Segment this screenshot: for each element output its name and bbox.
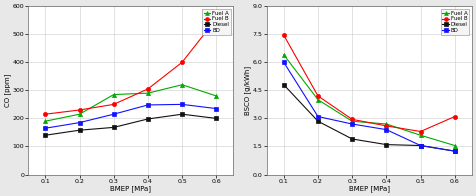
BD bbox=[384, 128, 389, 131]
Fuel A bbox=[179, 83, 185, 86]
Fuel A bbox=[42, 120, 48, 122]
Fuel A bbox=[452, 144, 457, 147]
Fuel B bbox=[179, 61, 185, 64]
BD bbox=[42, 127, 48, 129]
Fuel B bbox=[145, 88, 151, 90]
Fuel A bbox=[77, 113, 82, 115]
Line: Fuel A: Fuel A bbox=[43, 83, 218, 123]
Diesel bbox=[111, 126, 117, 129]
Fuel B bbox=[315, 95, 321, 97]
Fuel B bbox=[77, 109, 82, 111]
BD bbox=[281, 61, 287, 64]
BD bbox=[213, 107, 219, 110]
Fuel A bbox=[315, 99, 321, 101]
Diesel bbox=[452, 150, 457, 152]
Y-axis label: BSCO [g/kWh]: BSCO [g/kWh] bbox=[245, 66, 251, 115]
Line: Diesel: Diesel bbox=[43, 112, 218, 137]
Line: Fuel B: Fuel B bbox=[282, 33, 457, 134]
Fuel B bbox=[42, 113, 48, 115]
Fuel A bbox=[349, 120, 355, 122]
BD bbox=[179, 103, 185, 106]
BD bbox=[417, 144, 423, 147]
Fuel A bbox=[384, 123, 389, 125]
Fuel B bbox=[111, 103, 117, 106]
BD bbox=[452, 150, 457, 152]
Diesel bbox=[349, 138, 355, 140]
X-axis label: BMEP [MPa]: BMEP [MPa] bbox=[110, 185, 151, 192]
Fuel B bbox=[384, 125, 389, 127]
Fuel A bbox=[145, 92, 151, 94]
Legend: Fuel A, Fuel B, Diesel, BD: Fuel A, Fuel B, Diesel, BD bbox=[440, 9, 469, 35]
Fuel A bbox=[281, 54, 287, 56]
Fuel A bbox=[111, 93, 117, 96]
Diesel bbox=[42, 134, 48, 136]
Diesel bbox=[384, 143, 389, 146]
BD bbox=[77, 122, 82, 124]
Diesel bbox=[281, 83, 287, 86]
Fuel A bbox=[417, 134, 423, 136]
Fuel B bbox=[213, 18, 219, 20]
Line: BD: BD bbox=[282, 60, 457, 153]
Fuel B bbox=[417, 130, 423, 133]
BD bbox=[349, 123, 355, 125]
Fuel A bbox=[213, 95, 219, 97]
Legend: Fuel A, Fuel B, Diesel, BD: Fuel A, Fuel B, Diesel, BD bbox=[202, 9, 230, 35]
Diesel bbox=[315, 120, 321, 122]
Diesel bbox=[179, 113, 185, 115]
Y-axis label: CO [ppm]: CO [ppm] bbox=[4, 74, 11, 107]
Diesel bbox=[213, 117, 219, 120]
BD bbox=[315, 115, 321, 118]
Line: Diesel: Diesel bbox=[282, 83, 457, 153]
X-axis label: BMEP [MPa]: BMEP [MPa] bbox=[349, 185, 390, 192]
Line: Fuel A: Fuel A bbox=[282, 53, 457, 148]
Line: BD: BD bbox=[43, 102, 218, 130]
Fuel B bbox=[281, 34, 287, 36]
BD bbox=[145, 104, 151, 106]
Line: Fuel B: Fuel B bbox=[43, 17, 218, 116]
BD bbox=[111, 113, 117, 115]
Diesel bbox=[145, 118, 151, 120]
Fuel B bbox=[349, 118, 355, 121]
Fuel B bbox=[452, 115, 457, 118]
Diesel bbox=[77, 129, 82, 131]
Diesel bbox=[417, 144, 423, 147]
